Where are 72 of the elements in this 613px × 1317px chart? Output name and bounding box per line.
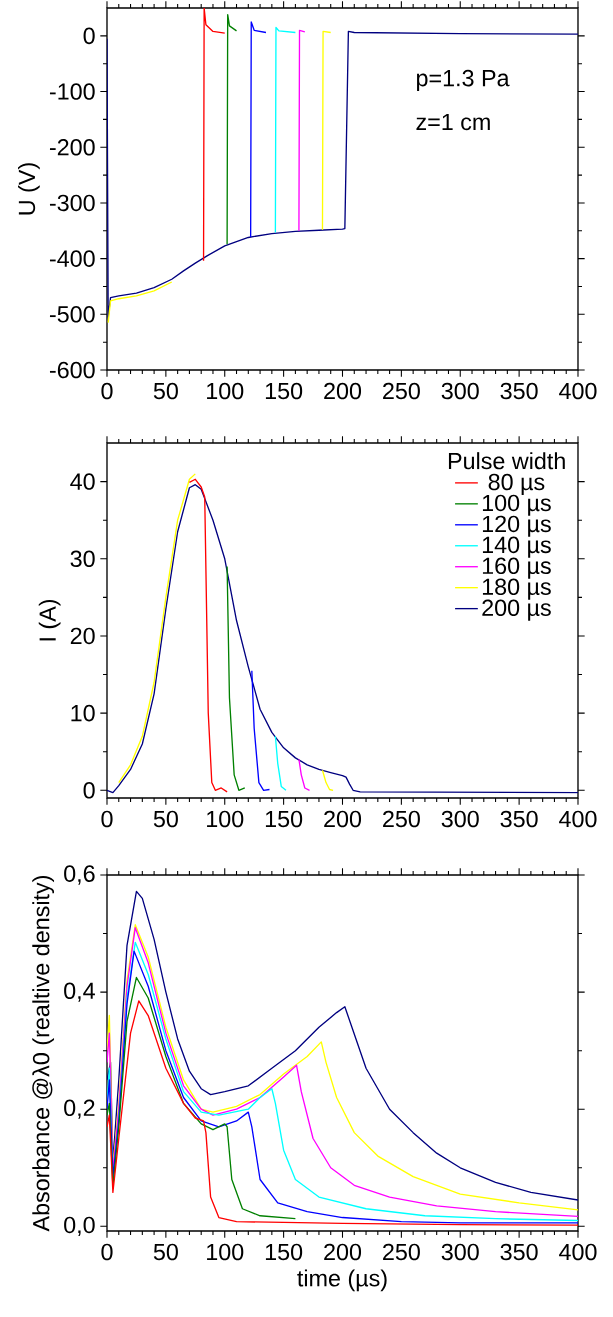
legend-title: Pulse width <box>448 452 565 470</box>
x-tick-label: 400 <box>559 382 597 400</box>
legend-label: 140 µs <box>482 536 551 558</box>
x-tick-label: 50 <box>153 1243 178 1261</box>
line-series <box>107 976 297 1220</box>
y-tick-label: 0,4 <box>64 982 95 1002</box>
legend-label: 200 µs <box>482 599 551 621</box>
legend-label: 120 µs <box>482 515 551 537</box>
x-tick-label: 50 <box>153 810 178 828</box>
x-tick-label: 350 <box>500 1243 538 1261</box>
x-tick-label: 200 <box>324 382 362 400</box>
y-tick-label: 20 <box>70 627 95 645</box>
legend-label: 160 µs <box>482 557 551 579</box>
line-series <box>274 26 297 234</box>
x-tick-label: 200 <box>324 810 362 828</box>
x-tick-label: 300 <box>441 1243 479 1261</box>
x-tick-label: 350 <box>500 382 538 400</box>
y-tick-label: 0,6 <box>64 865 95 885</box>
line-series <box>274 735 287 791</box>
annotation: p=1.3 Pa <box>417 69 510 91</box>
line-series <box>202 8 226 262</box>
x-tick-label: 400 <box>559 1243 597 1261</box>
x-tick-label: 150 <box>265 1243 303 1261</box>
x-tick-label: 200 <box>324 1243 362 1261</box>
y-axis-title: I (A) <box>38 599 61 641</box>
line-series <box>226 565 246 791</box>
x-tick-label: 400 <box>559 810 597 828</box>
line-series <box>118 473 196 784</box>
y-tick-label: 0,2 <box>64 1099 95 1119</box>
y-axis-title: Absorbance @λ0 (realtive density) <box>32 876 55 1232</box>
y-axis-title: U (V) <box>18 163 40 215</box>
x-tick-label: 100 <box>207 382 244 400</box>
y-tick-label: 0 <box>83 782 95 799</box>
y-tick-label: -100 <box>49 83 95 100</box>
y-tick-label: 0,0 <box>64 1216 95 1236</box>
y-tick-label: 10 <box>71 704 95 722</box>
x-tick-label: 0 <box>101 382 113 400</box>
y-tick-label: 30 <box>70 550 95 568</box>
legend-label: 80 µs <box>488 473 545 495</box>
line-series <box>107 1000 578 1226</box>
x-tick-label: 300 <box>441 810 479 828</box>
x-tick-label: 50 <box>153 382 178 400</box>
y-tick-label: -300 <box>49 194 95 212</box>
line-series <box>226 14 238 245</box>
x-tick-label: 250 <box>383 1243 420 1261</box>
line-series <box>107 30 578 318</box>
annotation: z=1 cm <box>416 113 490 131</box>
line-series <box>298 758 311 791</box>
x-tick-label: 300 <box>441 382 479 400</box>
y-tick-label: -600 <box>49 361 95 379</box>
line-series <box>107 281 173 324</box>
x-tick-label: 250 <box>383 810 420 828</box>
x-tick-label: 0 <box>101 1243 113 1261</box>
y-tick-label: -400 <box>49 250 95 267</box>
x-tick-label: 0 <box>101 810 113 828</box>
x-tick-label: 150 <box>265 810 303 828</box>
x-tick-label: 100 <box>207 1243 244 1261</box>
line-series <box>321 769 334 791</box>
y-tick-label: 0 <box>83 27 95 45</box>
x-tick-label: 100 <box>207 810 244 828</box>
x-tick-label: 350 <box>500 810 538 828</box>
legend-label: 180 µs <box>482 578 551 600</box>
x-tick-label: 250 <box>383 382 420 400</box>
y-tick-label: 40 <box>70 473 95 490</box>
legend-label: 100 µs <box>482 494 551 516</box>
x-tick-label: 150 <box>265 382 303 400</box>
line-series <box>249 21 267 238</box>
y-tick-label: -500 <box>49 306 95 323</box>
y-tick-label: -200 <box>49 138 95 156</box>
line-series <box>251 670 271 791</box>
x-axis-title: time (µs) <box>297 1269 387 1292</box>
line-series <box>188 478 228 793</box>
